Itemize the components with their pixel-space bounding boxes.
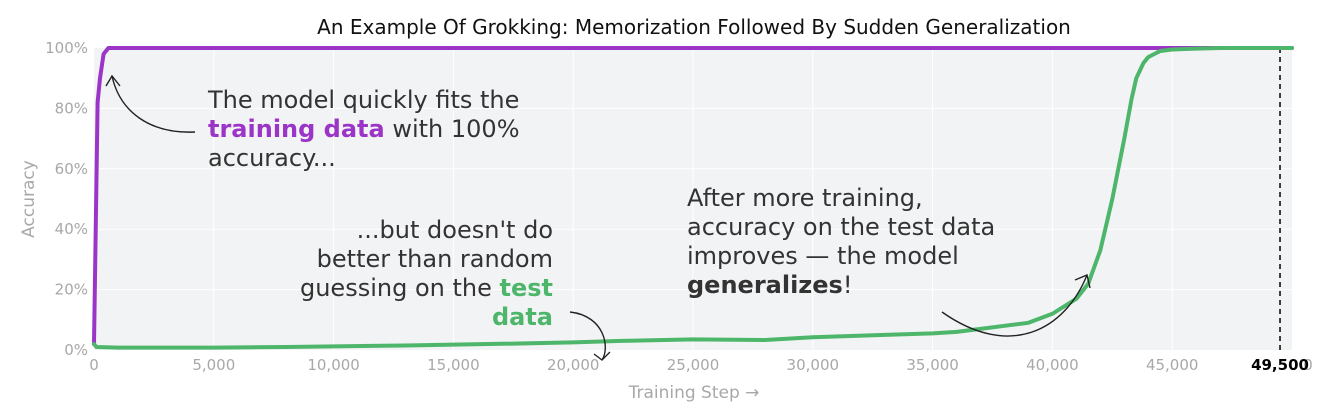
annotation-test-line: data	[492, 303, 553, 331]
annotation-training-line: training data with 100%	[208, 115, 520, 143]
y-tick-label: 100%	[45, 39, 88, 57]
y-axis-ticks: 0% 20% 40% 60% 80% 100%	[45, 39, 88, 359]
series-line-test	[92, 46, 1294, 350]
annotation-segment: After more training,	[687, 184, 923, 212]
annotation-generalize-line: generalizes!	[687, 271, 852, 299]
x-tick-label: 25,000	[667, 356, 720, 374]
arrow-test-head	[593, 351, 611, 361]
annotation-training-line: The model quickly fits the	[207, 86, 519, 114]
annotation-generalize-line: accuracy on the test data	[687, 213, 995, 241]
annotation-arrows	[105, 74, 1091, 361]
annotation-segment: training data	[208, 115, 385, 143]
grid-lines	[94, 48, 1292, 350]
annotation-segment: better than random	[317, 245, 553, 273]
x-tick-label: 30,000	[787, 356, 840, 374]
marker-label: 49,500	[1251, 356, 1309, 374]
annotation-segment: guessing on the	[300, 274, 500, 302]
x-tick-label: 5,000	[192, 356, 235, 374]
annotation-segment: generalizes	[687, 271, 843, 299]
x-tick-label: 40,000	[1026, 356, 1079, 374]
x-tick-label: 45,000	[1146, 356, 1199, 374]
y-tick-label: 40%	[55, 220, 88, 238]
y-tick-label: 20%	[55, 281, 88, 299]
x-tick-label: 15,000	[427, 356, 480, 374]
annotation-test-line: better than random	[317, 245, 553, 273]
x-tick-label: 35,000	[906, 356, 959, 374]
arrow-train	[111, 75, 196, 133]
annotation-segment: improves — the model	[687, 242, 959, 270]
x-tick-label: 10,000	[307, 356, 360, 374]
arrow-train-head	[105, 74, 121, 87]
series-line-train	[92, 46, 1294, 346]
series-lines	[92, 46, 1294, 350]
x-tick-label: 0	[89, 356, 99, 374]
x-axis-label: Training Step →	[628, 383, 760, 403]
y-tick-label: 60%	[55, 160, 88, 178]
annotation-test-line: guessing on the test	[300, 274, 553, 302]
step-marker: 49,500	[1251, 48, 1309, 374]
annotation-segment: The model quickly fits the	[207, 86, 519, 114]
annotation-segment: accuracy on the test data	[687, 213, 995, 241]
y-axis-label: Accuracy	[19, 160, 39, 238]
annotation-segment: with 100%	[385, 115, 520, 143]
annotation-generalize-line: After more training,	[687, 184, 923, 212]
annotation-segment: data	[492, 303, 553, 331]
annotation-segment: !	[843, 271, 853, 299]
annotation-test-line: ...but doesn't do	[357, 216, 553, 244]
x-axis-ticks: 0 5,000 10,000 15,000 20,000 25,000 30,000 35,0…	[89, 356, 1313, 374]
annotation-segment: accuracy...	[208, 144, 336, 172]
arrow-generalize	[941, 274, 1088, 337]
annotation-training-line: accuracy...	[208, 144, 336, 172]
chart-title: An Example Of Grokking: Memorization Fol…	[317, 15, 1071, 39]
x-tick-label: 20,000	[547, 356, 600, 374]
arrow-test	[569, 311, 606, 361]
arrow-generalize-head	[1074, 274, 1091, 289]
annotation-segment: test	[499, 274, 553, 302]
y-tick-label: 80%	[55, 99, 88, 117]
annotation-segment: ...but doesn't do	[357, 216, 553, 244]
annotation-generalize-line: improves — the model	[687, 242, 959, 270]
x-tick-label: 0	[1303, 356, 1313, 374]
y-tick-label: 0%	[64, 341, 88, 359]
